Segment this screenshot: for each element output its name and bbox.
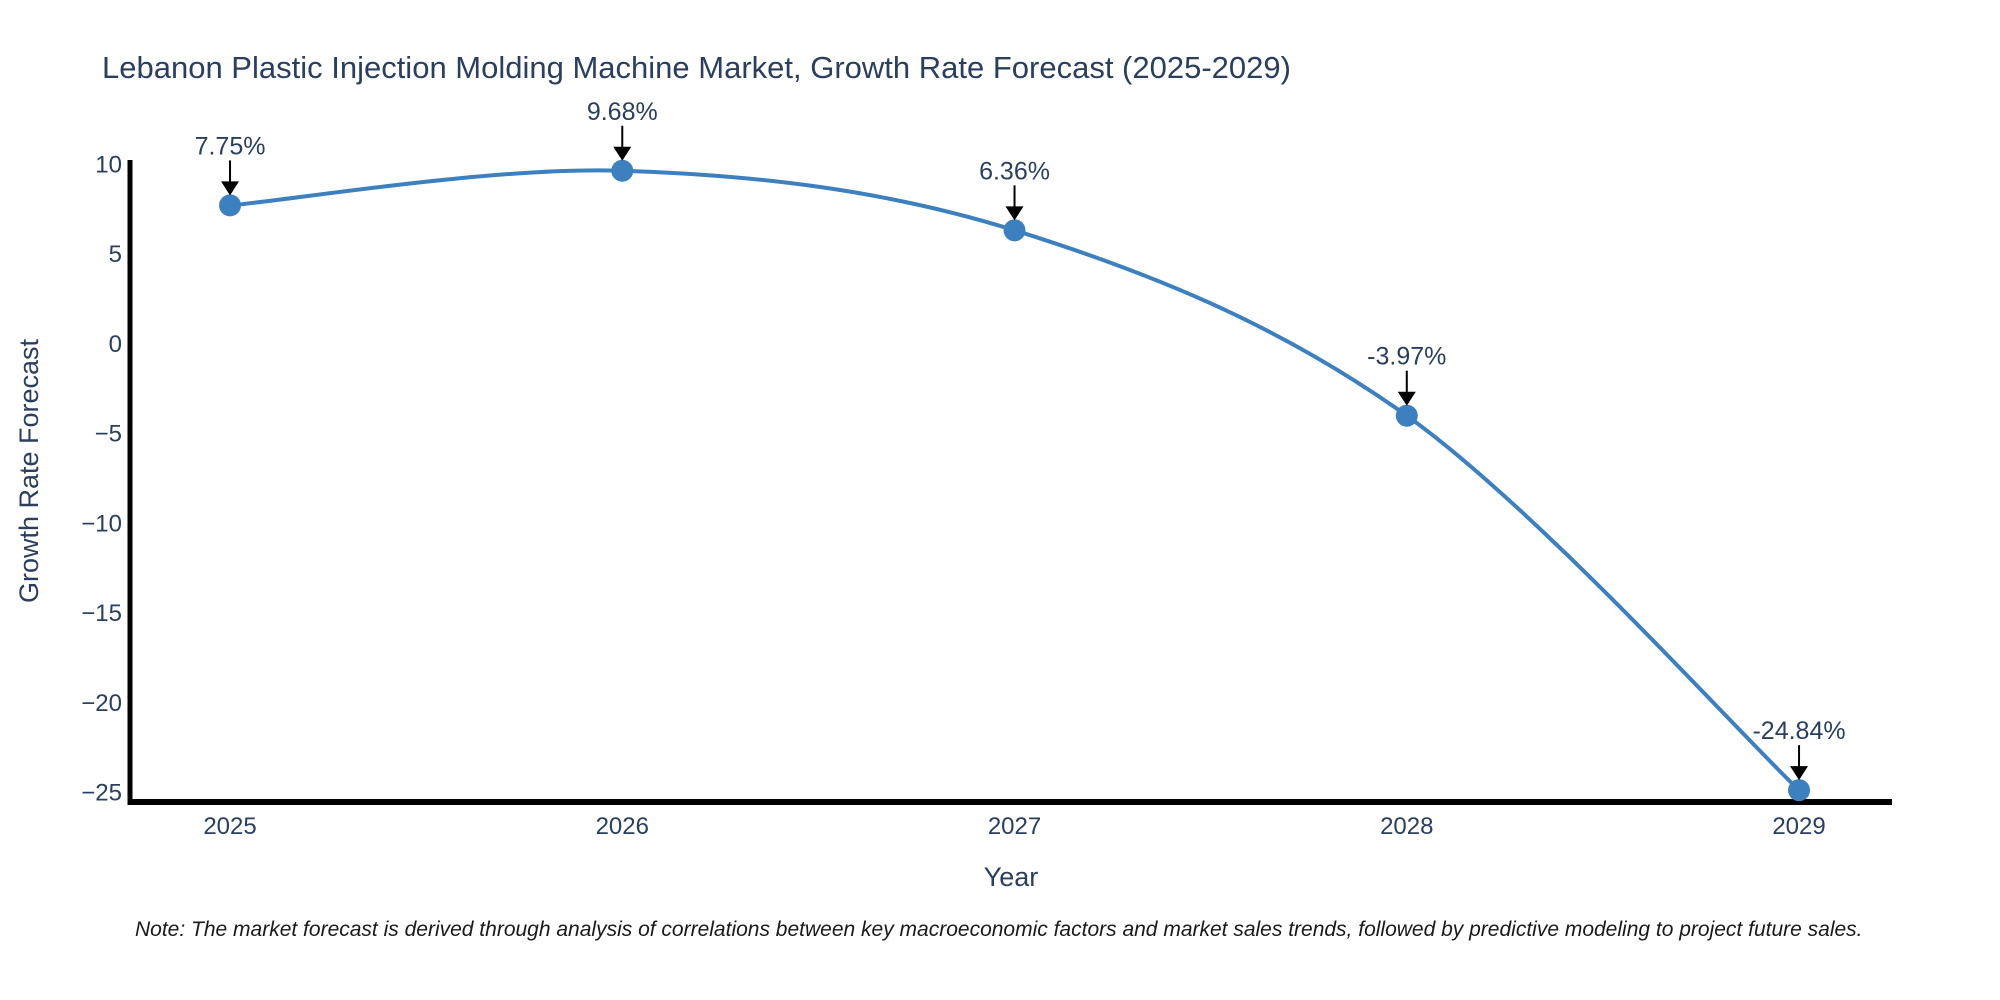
data-point-label: 9.68% (587, 98, 658, 126)
annotation-arrowhead-icon (1397, 391, 1416, 406)
chart-title: Lebanon Plastic Injection Molding Machin… (102, 50, 1291, 85)
data-point-label: -24.84% (1752, 717, 1845, 745)
data-point-label: -3.97% (1367, 343, 1446, 371)
x-axis-tick-label: 2028 (1380, 813, 1433, 840)
data-point-label: 6.36% (979, 157, 1050, 185)
annotation-arrowhead-icon (221, 181, 240, 196)
annotation-arrowhead-icon (1790, 766, 1809, 781)
data-point-label: 7.75% (195, 132, 266, 160)
x-axis-tick-label: 2029 (1772, 813, 1825, 840)
growth-rate-line-series (228, 168, 1801, 793)
x-axis-tick-label: 2025 (203, 813, 256, 840)
x-axis-title: Year (984, 862, 1039, 892)
y-axis-tick-label: −5 (95, 421, 122, 448)
y-axis-tick-label: −15 (81, 600, 122, 627)
y-axis-tick-label: 5 (109, 241, 122, 268)
y-axis-tick-label: 10 (95, 152, 122, 179)
data-point-marker-2028[interactable] (1395, 404, 1418, 427)
x-axis-tick-label: 2027 (988, 813, 1041, 840)
y-axis-tick-label: −20 (81, 690, 122, 717)
x-axis-tick-label: 2026 (596, 813, 649, 840)
data-point-marker-2026[interactable] (611, 159, 634, 182)
y-axis-tick-label: −25 (81, 780, 122, 807)
chart-footnote: Note: The market forecast is derived thr… (135, 918, 1863, 941)
y-axis-tick-label: 0 (109, 331, 122, 358)
y-axis-tick-label: −10 (81, 510, 122, 537)
y-axis-title: Growth Rate Forecast (14, 338, 44, 603)
data-point-marker-2025[interactable] (219, 194, 242, 217)
annotation-arrowhead-icon (613, 146, 632, 161)
data-point-marker-2029[interactable] (1788, 779, 1811, 802)
annotation-arrowhead-icon (1005, 206, 1024, 221)
data-point-marker-2027[interactable] (1003, 219, 1026, 242)
